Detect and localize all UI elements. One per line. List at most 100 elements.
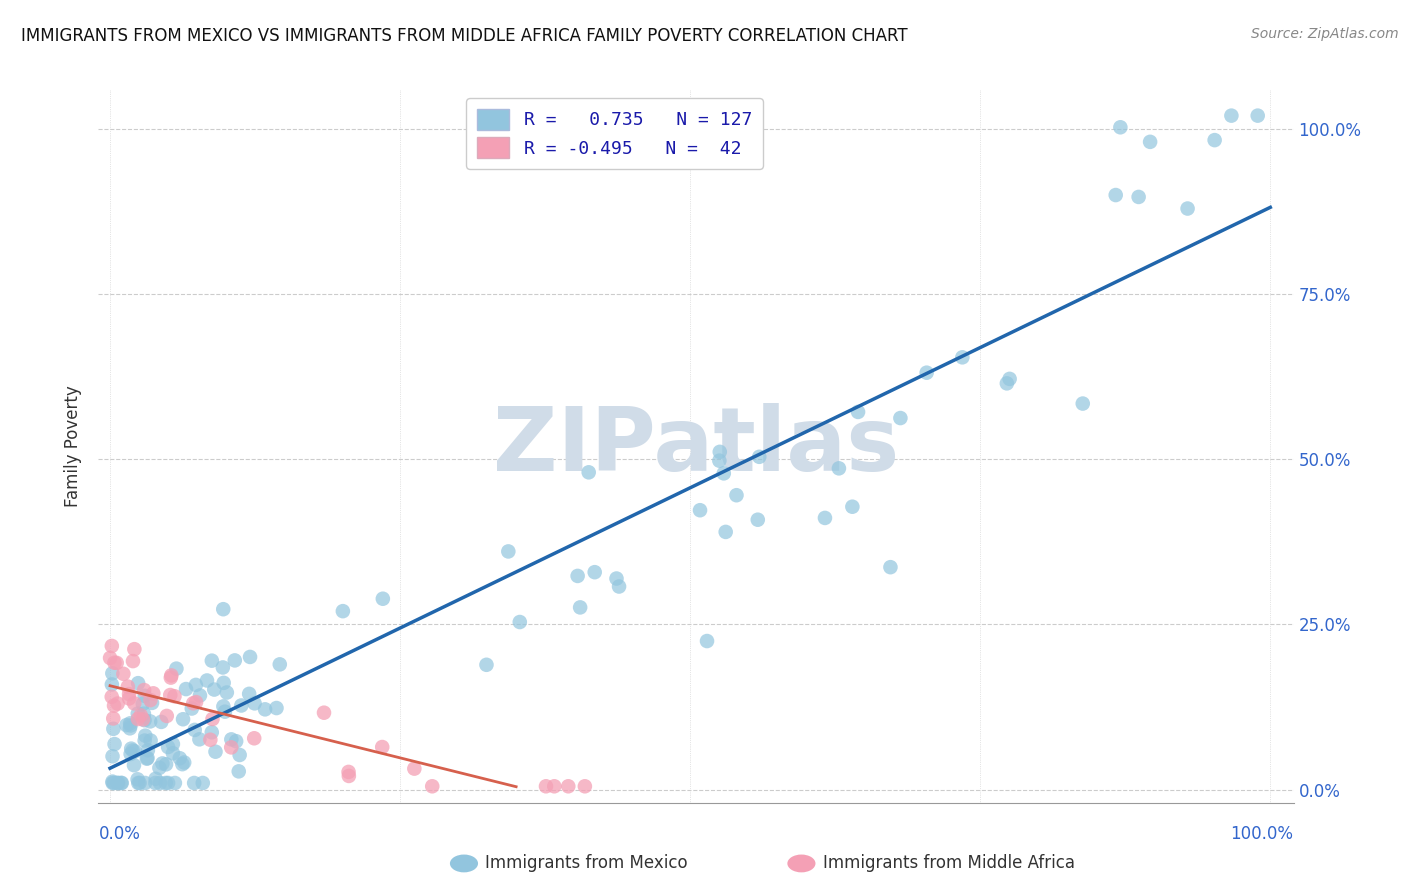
Point xyxy=(101,666,124,681)
Point xyxy=(118,722,141,736)
Point xyxy=(128,776,150,790)
Point xyxy=(134,776,156,790)
Point xyxy=(98,651,121,665)
Point xyxy=(1105,188,1128,202)
Point xyxy=(605,572,627,586)
Point xyxy=(574,779,596,793)
Point xyxy=(120,718,142,732)
Point xyxy=(420,779,443,793)
Point xyxy=(169,751,191,765)
Point xyxy=(145,772,167,786)
Point xyxy=(115,718,138,732)
Point xyxy=(332,604,354,618)
Point xyxy=(1128,190,1150,204)
Point xyxy=(578,465,600,479)
Point xyxy=(225,734,247,748)
Point xyxy=(122,697,145,711)
Point xyxy=(188,732,211,747)
Point xyxy=(120,716,142,731)
Point xyxy=(136,743,159,757)
Point xyxy=(202,682,225,697)
Point xyxy=(557,779,579,793)
Point xyxy=(132,697,155,711)
Point xyxy=(132,706,155,721)
Point xyxy=(155,757,177,772)
Point xyxy=(1247,109,1270,123)
Point xyxy=(134,733,156,747)
Point xyxy=(995,376,1018,391)
Point xyxy=(1177,202,1199,216)
Point xyxy=(475,657,498,672)
Point xyxy=(132,712,155,726)
Point xyxy=(201,654,224,668)
Point xyxy=(747,513,769,527)
Point xyxy=(160,668,183,682)
Point xyxy=(221,732,243,747)
Text: IMMIGRANTS FROM MEXICO VS IMMIGRANTS FROM MIDDLE AFRICA FAMILY POVERTY CORRELATI: IMMIGRANTS FROM MEXICO VS IMMIGRANTS FRO… xyxy=(21,27,908,45)
Point xyxy=(569,600,592,615)
Point xyxy=(163,776,186,790)
Point xyxy=(748,450,770,464)
Point xyxy=(231,698,253,713)
Point xyxy=(534,779,557,793)
Point xyxy=(184,678,207,692)
Point xyxy=(136,751,159,765)
Point xyxy=(173,756,195,770)
Text: 100.0%: 100.0% xyxy=(1230,825,1294,843)
Point xyxy=(191,776,214,790)
Point xyxy=(139,693,162,707)
Point xyxy=(709,453,731,467)
Point xyxy=(689,503,711,517)
Point xyxy=(142,686,165,700)
Point xyxy=(118,687,141,701)
Point xyxy=(184,695,207,709)
Point xyxy=(122,654,145,668)
Point xyxy=(139,733,162,747)
Point xyxy=(107,776,129,790)
Text: Source: ZipAtlas.com: Source: ZipAtlas.com xyxy=(1251,27,1399,41)
Point xyxy=(157,776,180,790)
Point xyxy=(101,749,124,764)
Point xyxy=(814,511,837,525)
Point xyxy=(212,676,235,690)
Text: 0.0%: 0.0% xyxy=(98,825,141,843)
Point xyxy=(127,676,149,690)
Point xyxy=(101,677,124,691)
Point xyxy=(269,657,291,672)
Point xyxy=(101,639,124,653)
Point xyxy=(103,656,125,670)
Point xyxy=(841,500,863,514)
Text: ZIPatlas: ZIPatlas xyxy=(494,402,898,490)
Point xyxy=(211,660,233,674)
Point xyxy=(134,689,156,703)
Point xyxy=(172,712,194,726)
Point xyxy=(139,714,162,729)
Circle shape xyxy=(450,855,478,872)
Point xyxy=(121,743,143,757)
Point xyxy=(337,769,360,783)
Point xyxy=(124,642,146,657)
Point xyxy=(201,725,224,739)
Point xyxy=(200,732,222,747)
Point xyxy=(224,653,246,667)
Point xyxy=(141,696,163,710)
Point xyxy=(103,776,125,790)
Point xyxy=(157,739,180,754)
Circle shape xyxy=(787,855,815,872)
Point xyxy=(105,656,128,670)
Point xyxy=(404,762,426,776)
Point xyxy=(112,666,135,681)
Point xyxy=(165,662,187,676)
Point xyxy=(879,560,901,574)
Text: Immigrants from Mexico: Immigrants from Mexico xyxy=(485,855,688,872)
Point xyxy=(110,776,132,790)
Point xyxy=(543,779,565,793)
Point xyxy=(371,591,394,606)
Point xyxy=(122,758,145,772)
Point xyxy=(1139,135,1161,149)
Point xyxy=(1220,109,1243,123)
Point xyxy=(103,722,125,736)
Point xyxy=(219,740,242,755)
Point xyxy=(134,729,156,743)
Point xyxy=(889,411,911,425)
